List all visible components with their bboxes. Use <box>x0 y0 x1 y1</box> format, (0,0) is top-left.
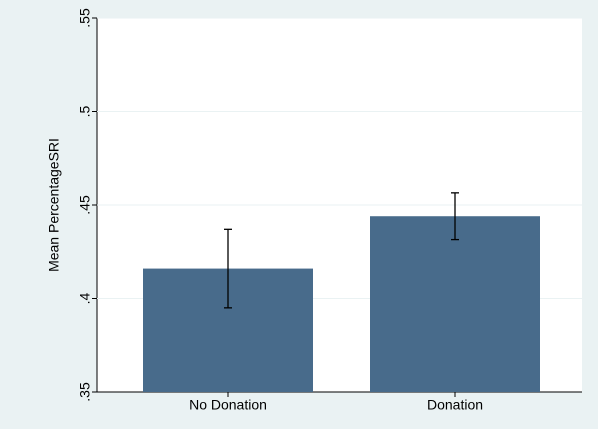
y-tick-label: .5 <box>77 105 93 117</box>
x-tick-label: No Donation <box>189 397 267 413</box>
y-tick-label: .55 <box>77 8 93 28</box>
x-tick-label: Donation <box>427 397 483 413</box>
y-axis-label: Mean PercentageSRI <box>46 138 62 272</box>
bar <box>370 216 540 392</box>
y-tick-label: .35 <box>77 382 93 402</box>
y-tick-label: .4 <box>77 292 93 304</box>
y-tick-label: .45 <box>77 195 93 215</box>
